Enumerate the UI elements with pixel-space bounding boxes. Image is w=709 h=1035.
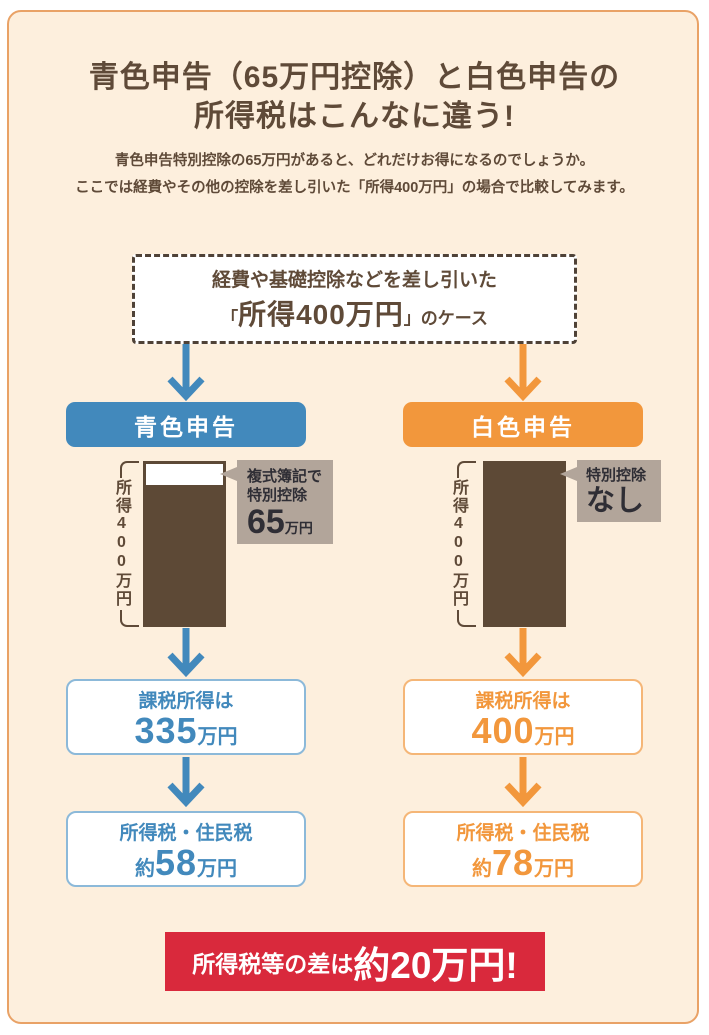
callout-line1: 特別控除 (586, 467, 647, 484)
taxable-label: 課税所得は (475, 691, 571, 712)
tax-value: 58 (154, 842, 198, 883)
deduction-value: 65 (247, 503, 285, 541)
tax-unit: 万円 (534, 858, 575, 880)
case-bracket-open: 「 (221, 309, 239, 328)
down-arrow-icon (504, 757, 542, 808)
taxable-segment (143, 488, 226, 627)
taxable-label: 課税所得は (138, 691, 234, 712)
blue-income-bar (143, 461, 226, 627)
tax-amount: 約58万円 (68, 845, 304, 889)
banner-label: 所得税等の差は (192, 950, 354, 977)
white-return-header: 白色申告 (403, 402, 643, 447)
deduction-segment (143, 461, 226, 488)
title-line2: 所得税はこんなに違う! (194, 100, 515, 134)
deduction-unit: 万円 (284, 520, 313, 536)
taxable-unit: 万円 (534, 726, 575, 748)
tax-difference-banner: 所得税等の差は 約20万円! (165, 932, 545, 991)
down-arrow-icon (167, 757, 205, 808)
taxable-value: 335 (134, 710, 198, 751)
taxable-value: 400 (471, 710, 535, 751)
income-axis-label: 所得400万円 (450, 478, 467, 608)
intro-line2: ここでは経費やその他の控除を差し引いた「所得400万円」の場合で比較してみます。 (75, 179, 634, 196)
taxable-amount: 400万円 (405, 713, 641, 757)
down-arrow-icon (167, 628, 205, 678)
taxable-segment (483, 461, 566, 627)
case-line2: 「 所得400万円 」 のケース (221, 293, 488, 333)
intro-line1: 青色申告特別控除の65万円があると、どれだけお得になるのでしょうか。 (114, 152, 595, 169)
callout-pointer-icon (220, 467, 237, 481)
orange-income-bar (483, 461, 566, 627)
tax-approx-prefix: 約 (134, 858, 155, 880)
bracket-top (120, 461, 139, 478)
callout-amount: 65万円 (247, 505, 333, 546)
tax-label: 所得税・住民税 (119, 823, 253, 844)
tax-unit: 万円 (197, 858, 238, 880)
case-condition-box: 経費や基礎控除などを差し引いた 「 所得400万円 」 のケース (132, 254, 577, 344)
bracket-bottom (120, 610, 139, 627)
taxable-amount: 335万円 (68, 713, 304, 757)
orange-deduction-callout: 特別控除 なし (560, 460, 661, 522)
orange-tax-amount-box: 所得税・住民税 約78万円 (403, 811, 643, 887)
bracket-top (457, 461, 476, 478)
case-suffix: のケース (420, 309, 488, 328)
callout-value: なし (586, 485, 645, 517)
case-bracket-close: 」 (403, 309, 421, 328)
intro-text: 青色申告特別控除の65万円があると、どれだけお得になるのでしょうか。 ここでは経… (0, 148, 709, 202)
case-amount: 所得400万円 (238, 299, 404, 330)
tax-value: 78 (491, 842, 535, 883)
title-line1: 青色申告（65万円控除）と白色申告の (88, 61, 621, 95)
taxable-unit: 万円 (197, 726, 238, 748)
blue-taxable-income-box: 課税所得は 335万円 (66, 679, 306, 755)
bracket-bottom (457, 610, 476, 627)
tax-approx-prefix: 約 (471, 858, 492, 880)
page-title: 青色申告（65万円控除）と白色申告の 所得税はこんなに違う! (0, 58, 709, 136)
callout-line1: 複式簿記で (247, 468, 323, 485)
tax-label: 所得税・住民税 (456, 823, 590, 844)
down-arrow-icon (504, 628, 542, 678)
tax-amount: 約78万円 (405, 845, 641, 889)
blue-return-header-label: 青色申告 (134, 413, 238, 440)
callout-pointer-icon (560, 467, 577, 481)
down-arrow-icon (504, 344, 542, 402)
blue-deduction-callout: 複式簿記で 特別控除 65万円 (220, 460, 333, 546)
down-arrow-icon (167, 344, 205, 402)
blue-tax-amount-box: 所得税・住民税 約58万円 (66, 811, 306, 887)
blue-return-header: 青色申告 (66, 402, 306, 447)
income-axis-label: 所得400万円 (113, 478, 130, 608)
callout-line2: 特別控除 (247, 487, 308, 504)
banner-value: 約20万円! (353, 944, 518, 986)
orange-taxable-income-box: 課税所得は 400万円 (403, 679, 643, 755)
case-line1: 経費や基礎控除などを差し引いた (211, 270, 497, 291)
white-return-header-label: 白色申告 (471, 413, 575, 440)
